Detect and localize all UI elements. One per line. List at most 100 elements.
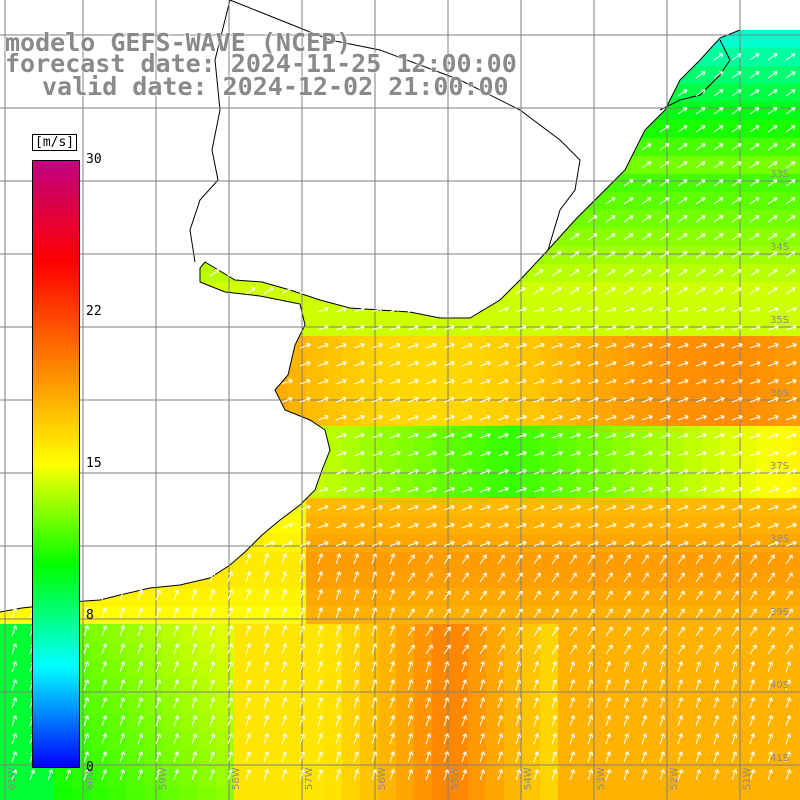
- wind-cell: [360, 606, 379, 625]
- wind-cell: [576, 552, 595, 571]
- wind-cell: [360, 732, 379, 751]
- wind-cell: [576, 606, 595, 625]
- wind-arrow: [137, 733, 144, 745]
- wind-cell: [648, 606, 667, 625]
- wind-arrow: [317, 553, 324, 565]
- wind-cell: [558, 372, 577, 391]
- wind-cell: [108, 714, 127, 733]
- country-border: [189, 0, 731, 263]
- wind-arrow: [623, 608, 631, 619]
- wind-cell: [522, 498, 541, 517]
- wind-arrow: [119, 679, 126, 691]
- wind-cell: [342, 516, 361, 535]
- wind-arrow: [551, 679, 558, 691]
- lat-label: 36S: [770, 388, 789, 399]
- wind-arrow: [713, 590, 721, 601]
- wind-arrow: [785, 125, 796, 133]
- wind-arrow: [695, 626, 703, 637]
- wind-arrow: [569, 468, 581, 475]
- wind-cell: [378, 624, 397, 643]
- wind-arrow: [749, 590, 757, 601]
- wind-arrow: [785, 342, 797, 349]
- wind-arrow: [785, 396, 797, 403]
- wind-arrow: [83, 769, 90, 781]
- wind-cell: [630, 786, 649, 800]
- wind-cell: [738, 426, 757, 445]
- wind-cell: [774, 84, 793, 103]
- wind-arrow: [389, 679, 396, 691]
- wind-cell: [738, 390, 757, 409]
- wind-cell: [558, 246, 577, 265]
- wind-arrow: [641, 360, 653, 367]
- wind-arrow: [713, 751, 720, 763]
- wind-cell: [702, 300, 721, 319]
- wind-arrow: [371, 697, 378, 709]
- wind-arrow: [785, 197, 796, 205]
- wind-cell: [378, 786, 397, 800]
- wind-arrow: [623, 396, 635, 403]
- wind-cell: [18, 642, 37, 661]
- wind-arrow: [713, 107, 724, 115]
- wind-cell: [522, 354, 541, 373]
- wind-cell: [648, 732, 667, 751]
- wind-arrow: [587, 715, 594, 727]
- wind-cell: [486, 480, 505, 499]
- wind-arrow: [641, 733, 648, 745]
- wind-arrow: [551, 342, 563, 349]
- wind-arrow: [371, 679, 378, 691]
- lat-label: 38S: [770, 534, 789, 545]
- wind-arrow: [407, 751, 414, 763]
- wind-cell: [720, 498, 739, 517]
- wind-cell: [144, 732, 163, 751]
- wind-cell: [594, 786, 613, 800]
- wind-arrow: [497, 715, 504, 727]
- wind-arrow: [11, 607, 18, 619]
- lat-label: 35S: [770, 315, 789, 326]
- wind-arrow: [695, 71, 706, 79]
- wind-cell: [756, 444, 775, 463]
- wind-arrow: [785, 468, 797, 475]
- wind-arrow: [299, 751, 306, 763]
- wind-cell: [738, 30, 757, 49]
- wind-arrow: [695, 161, 706, 169]
- wind-arrow: [461, 733, 468, 745]
- wind-cell: [486, 372, 505, 391]
- wind-arrow: [353, 306, 365, 313]
- wind-cell: [540, 642, 559, 661]
- wind-arrow: [731, 679, 738, 691]
- wind-cell: [702, 282, 721, 301]
- wind-cell: [666, 192, 685, 211]
- wind-arrow: [641, 661, 648, 673]
- wind-cell: [666, 786, 685, 800]
- wind-arrow: [569, 414, 581, 421]
- wind-cell: [342, 570, 361, 589]
- wind-cell: [342, 480, 361, 499]
- wind-arrow: [191, 733, 198, 745]
- wind-cell: [792, 30, 800, 49]
- wind-cell: [612, 408, 631, 427]
- wind-arrow: [209, 733, 216, 745]
- wind-cell: [792, 750, 800, 769]
- wind-cell: [594, 264, 613, 283]
- wind-arrow: [587, 608, 595, 619]
- wind-cell: [522, 750, 541, 769]
- wind-arrow: [371, 661, 378, 673]
- wind-cell: [432, 714, 451, 733]
- wind-arrow: [695, 608, 703, 619]
- wind-arrow: [767, 287, 778, 295]
- wind-arrow: [605, 233, 616, 241]
- wind-arrow: [677, 197, 688, 205]
- wind-arrow: [461, 697, 468, 709]
- wind-arrow: [677, 432, 689, 439]
- wind-cell: [702, 192, 721, 211]
- wind-cell: [648, 624, 667, 643]
- wind-cell: [576, 732, 595, 751]
- wind-cell: [468, 714, 487, 733]
- wind-arrow: [677, 540, 689, 547]
- wind-arrow: [731, 161, 742, 169]
- wind-cell: [720, 624, 739, 643]
- wind-cell: [630, 750, 649, 769]
- wind-arrow: [569, 697, 576, 709]
- wind-arrow: [767, 396, 779, 403]
